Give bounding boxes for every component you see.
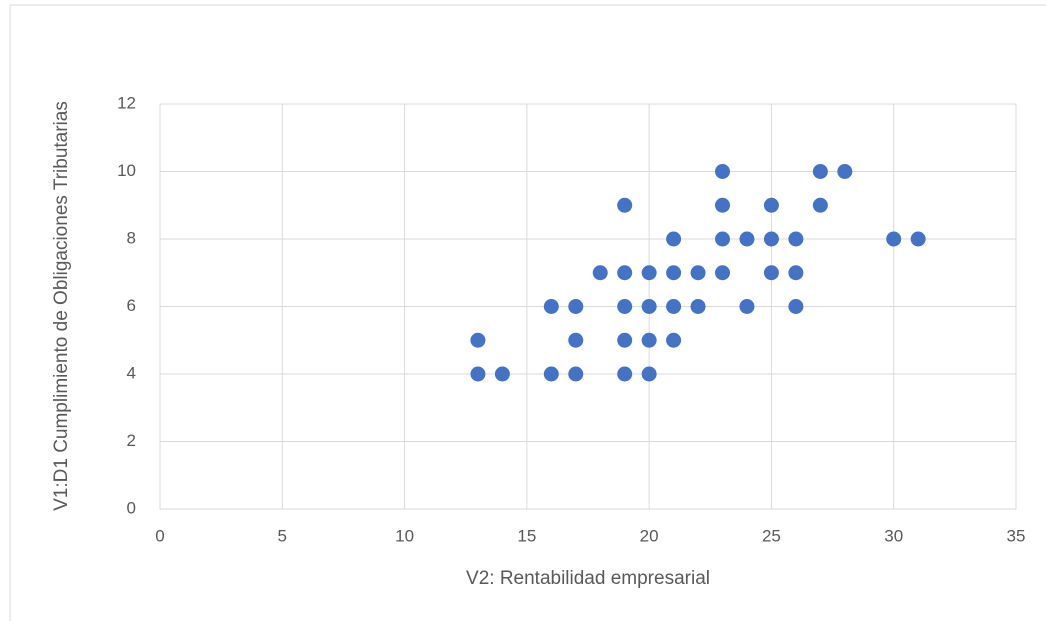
data-point (666, 231, 682, 247)
y-tick-label: 4 (127, 363, 136, 382)
data-point (666, 332, 682, 348)
data-point (568, 299, 584, 314)
data-point (715, 231, 731, 247)
data-point (641, 265, 657, 281)
data-point (494, 366, 510, 382)
data-point (788, 231, 804, 247)
x-tick-label: 30 (884, 526, 903, 545)
data-point (763, 265, 779, 281)
data-point (812, 197, 828, 213)
data-point (666, 299, 682, 314)
y-tick-label: 10 (117, 161, 136, 180)
data-point (715, 265, 731, 281)
data-point (470, 332, 486, 348)
x-tick-label: 15 (517, 526, 536, 545)
x-tick-label: 35 (1007, 526, 1026, 545)
data-point (568, 366, 584, 382)
data-point (788, 265, 804, 281)
data-point (617, 197, 633, 213)
x-tick-label: 0 (155, 526, 164, 545)
x-tick-label: 20 (640, 526, 659, 545)
data-point (592, 265, 608, 281)
data-point (837, 164, 853, 179)
data-point (543, 366, 559, 382)
data-point (617, 366, 633, 382)
data-point (690, 265, 706, 281)
y-tick-label: 6 (127, 296, 136, 315)
data-point (788, 299, 804, 314)
data-point (470, 366, 486, 382)
y-tick-label: 0 (127, 498, 136, 517)
y-axis-label: V1:D1 Cumplimiento de Obligaciones Tribu… (51, 101, 72, 511)
data-point (739, 231, 755, 247)
x-tick-label: 25 (762, 526, 781, 545)
x-tick-label: 5 (278, 526, 287, 545)
data-point (641, 366, 657, 382)
y-tick-label: 2 (127, 431, 136, 450)
data-point (812, 164, 828, 179)
data-point (617, 332, 633, 348)
data-point (617, 265, 633, 281)
data-point (690, 299, 706, 314)
y-tick-label: 12 (117, 93, 136, 112)
data-point (715, 197, 731, 213)
data-point (739, 299, 755, 314)
chart-border (9, 4, 1046, 621)
data-point (641, 299, 657, 314)
data-point (641, 332, 657, 348)
data-point (763, 231, 779, 247)
data-point (886, 231, 902, 247)
data-point (568, 332, 584, 348)
data-point (666, 265, 682, 281)
x-tick-label: 10 (395, 526, 414, 545)
data-point (910, 231, 926, 247)
x-axis-label: V2: Rentabilidad empresarial (466, 568, 710, 589)
data-point (715, 164, 731, 179)
data-point (543, 299, 559, 314)
data-point (617, 299, 633, 314)
data-point (763, 197, 779, 213)
y-tick-label: 8 (127, 228, 136, 247)
